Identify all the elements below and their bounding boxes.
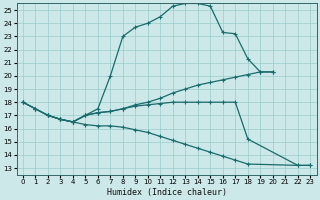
X-axis label: Humidex (Indice chaleur): Humidex (Indice chaleur) <box>107 188 227 197</box>
